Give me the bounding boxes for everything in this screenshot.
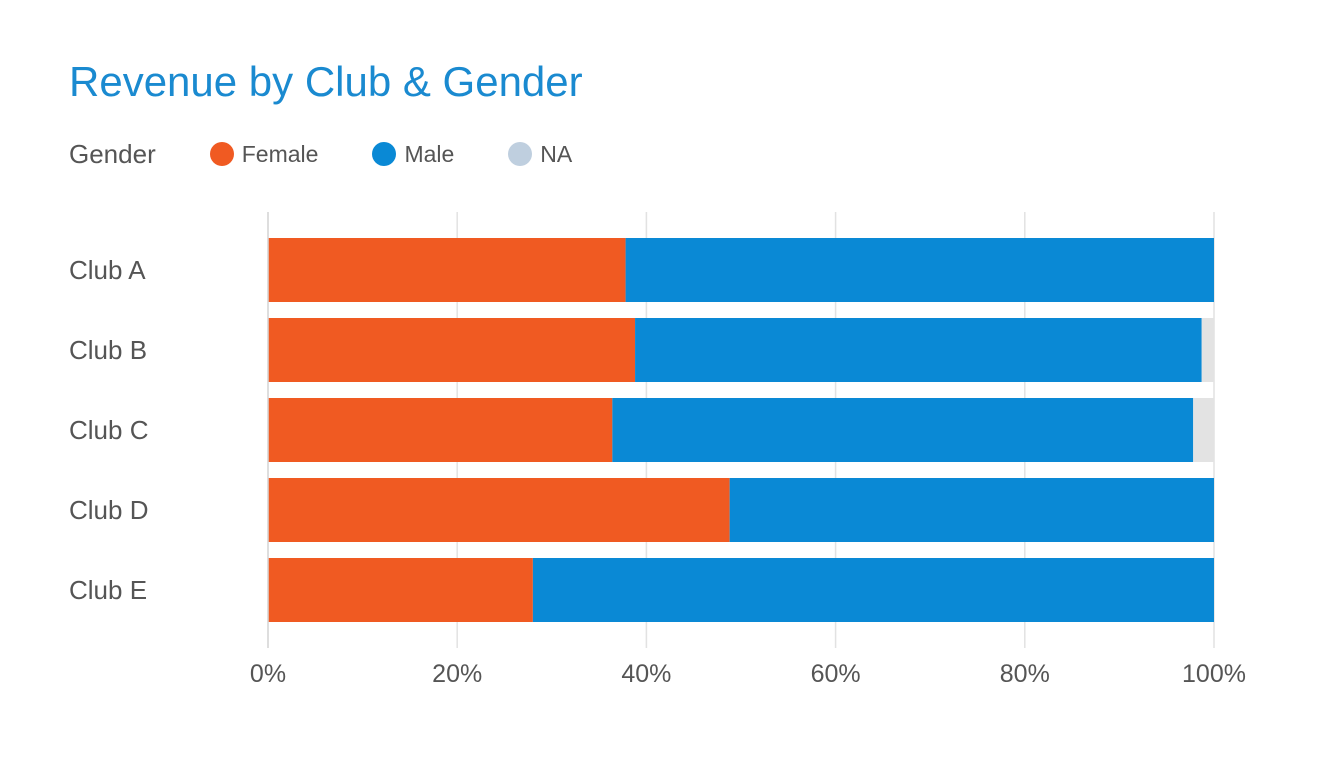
legend-label-male: Male [404, 140, 455, 167]
category-label: Club B [69, 335, 147, 365]
category-label: Club C [69, 415, 148, 445]
x-tick-label: 0% [250, 660, 286, 688]
bar-segment-female [268, 318, 636, 382]
legend-item-male[interactable]: Male [372, 141, 454, 168]
bar-segment-female [268, 398, 613, 462]
x-tick-label: 80% [1000, 660, 1050, 688]
legend-item-na[interactable]: NA [508, 141, 572, 168]
bar-segment-na [1193, 398, 1214, 462]
bar-segment-female [268, 478, 730, 542]
chart-title: Revenue by Club & Gender [69, 58, 583, 105]
bar-segment-male [612, 398, 1194, 462]
legend-label-na: NA [540, 140, 573, 167]
legend-swatch-female [209, 142, 234, 166]
bar-segment-female [268, 558, 533, 622]
x-tick-label: 40% [621, 660, 671, 688]
bar-segment-female [268, 238, 626, 302]
legend-item-female[interactable]: Female [209, 140, 319, 168]
bar-segment-male [635, 318, 1202, 382]
legend: Gender Female Male NA [69, 136, 626, 172]
bar-segment-na [1201, 318, 1214, 382]
legend-swatch-male [372, 142, 397, 166]
legend-swatch-na [508, 142, 533, 166]
x-tick-label: 60% [811, 660, 861, 688]
bar-segment-male [625, 238, 1214, 302]
legend-label-female: Female [241, 140, 319, 167]
category-label: Club E [69, 575, 147, 605]
x-tick-label: 20% [432, 660, 482, 688]
bar-segment-male [532, 558, 1214, 622]
x-tick-label: 100% [1182, 660, 1246, 688]
category-label: Club D [69, 495, 148, 525]
bar-segment-male [729, 478, 1214, 542]
legend-title: Gender [69, 138, 156, 169]
category-label: Club A [69, 255, 146, 285]
